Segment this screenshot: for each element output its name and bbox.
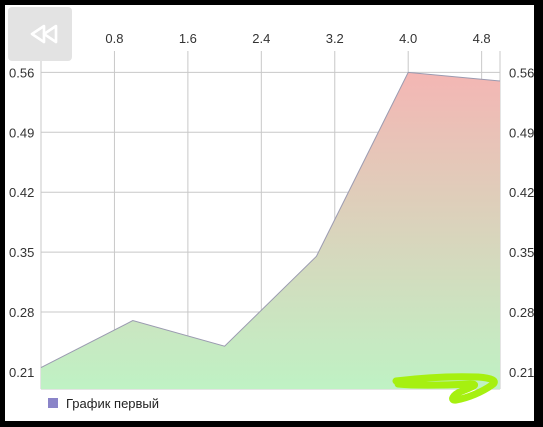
legend-label: График первый [66, 395, 160, 411]
y-tick-labels-left: 0.21 0.28 0.35 0.42 0.49 0.56 [9, 65, 34, 379]
x-tick-label-2: 2.4 [252, 31, 270, 46]
legend-swatch [48, 398, 58, 408]
x-tick-label-5: 4.8 [473, 31, 491, 46]
x-tick-label-3: 3.2 [326, 31, 344, 46]
y-tick-label-left-4: 0.49 [9, 125, 34, 140]
y-tick-labels-right: 0.21 0.28 0.35 0.42 0.49 0.56 [509, 65, 534, 379]
y-tick-label-right-4: 0.49 [509, 125, 534, 140]
series-line [40, 71, 501, 369]
rewind-button[interactable] [8, 7, 72, 61]
chart-legend: График первый [48, 395, 159, 411]
x-tick-label-4: 4.0 [399, 31, 417, 46]
y-tick-label-left-0: 0.21 [9, 365, 34, 380]
rewind-icon [30, 24, 58, 44]
y-tick-label-right-1: 0.28 [509, 305, 534, 320]
x-tick-label-0: 0.8 [105, 31, 123, 46]
y-tick-label-left-3: 0.42 [9, 185, 34, 200]
y-tick-label-left-2: 0.35 [9, 245, 34, 260]
y-tick-label-right-0: 0.21 [509, 365, 534, 380]
y-tick-label-right-3: 0.42 [509, 185, 534, 200]
series-area [41, 72, 500, 390]
y-tick-label-right-2: 0.35 [509, 245, 534, 260]
x-tick-labels: 0.8 1.6 2.4 3.2 4.0 4.8 [105, 31, 490, 46]
green-scribble [392, 373, 498, 404]
y-tick-label-right-5: 0.56 [509, 65, 534, 80]
y-tick-label-left-1: 0.28 [9, 305, 34, 320]
y-tick-label-left-5: 0.56 [9, 65, 34, 80]
x-tick-label-1: 1.6 [179, 31, 197, 46]
